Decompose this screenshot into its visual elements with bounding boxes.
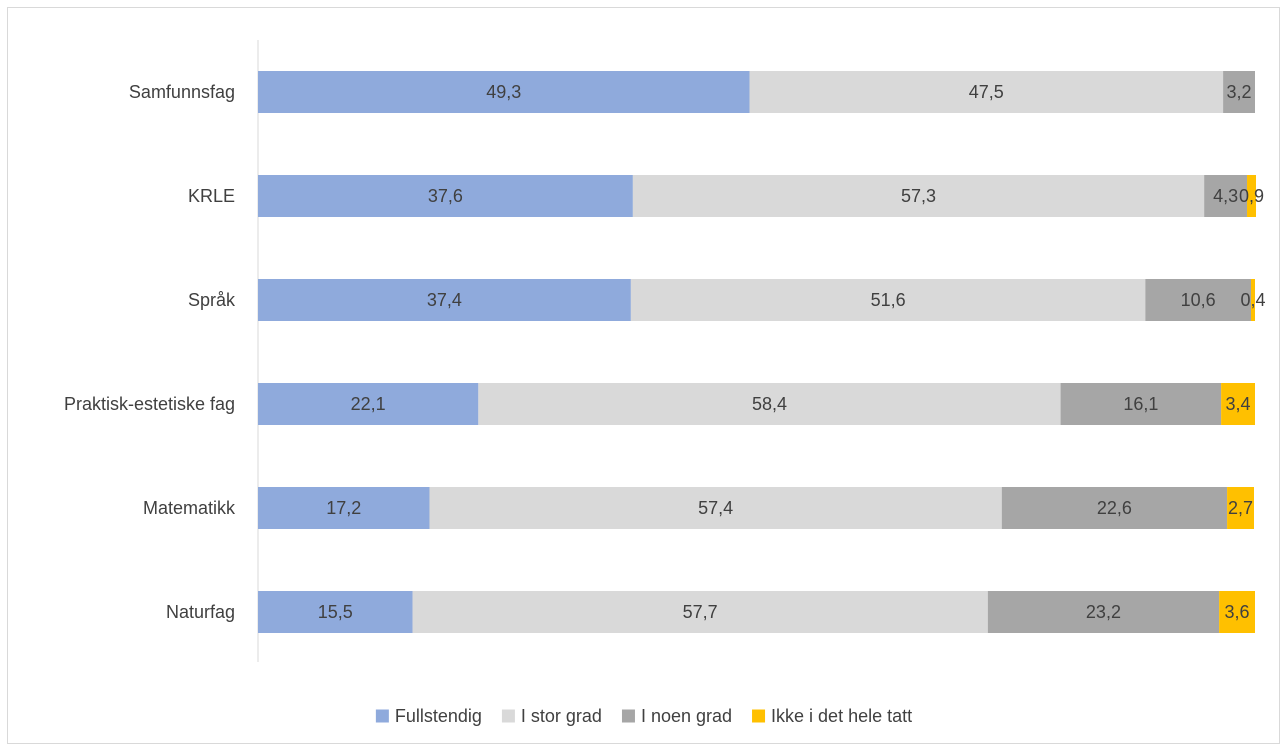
bar-sprak-ikke-i-det-hele-tatt (1251, 279, 1255, 321)
legend-swatch-i-noen-grad (621, 709, 635, 723)
data-label-samfunnsfag-i-noen-grad: 3,2 (1227, 82, 1252, 102)
bar-sprak-i-noen-grad (1145, 279, 1252, 321)
data-label-praktisk-estetiske-fag-fullstendig: 22,1 (351, 394, 386, 414)
data-label-naturfag-i-stor-grad: 57,7 (683, 602, 718, 622)
legend-label-ikke-i-det-hele-tatt: Ikke i det hele tatt (771, 706, 912, 726)
legend-swatch-ikke-i-det-hele-tatt (752, 709, 766, 723)
bar-naturfag-i-noen-grad (987, 591, 1220, 633)
data-label-naturfag-ikke-i-det-hele-tatt: 3,6 (1225, 602, 1250, 622)
data-label-krle-i-noen-grad: 4,3 (1213, 186, 1238, 206)
data-label-sprak-i-noen-grad: 10,6 (1181, 290, 1216, 310)
legend-label-fullstendig: Fullstendig (395, 706, 482, 726)
data-label-samfunnsfag-i-stor-grad: 47,5 (969, 82, 1004, 102)
data-label-naturfag-fullstendig: 15,5 (318, 602, 353, 622)
data-label-matematikk-ikke-i-det-hele-tatt: 2,7 (1228, 498, 1253, 518)
bar-samfunnsfag-fullstendig (258, 71, 750, 113)
data-label-naturfag-i-noen-grad: 23,2 (1086, 602, 1121, 622)
bar-praktisk-estetiske-fag-ikke-i-det-hele-tatt (1221, 383, 1255, 425)
data-label-praktisk-estetiske-fag-ikke-i-det-hele-tatt: 3,4 (1226, 394, 1251, 414)
data-label-matematikk-i-noen-grad: 22,6 (1097, 498, 1132, 518)
legend-item-ikke-i-det-hele-tatt: Ikke i det hele tatt (752, 706, 912, 726)
bar-praktisk-estetiske-fag-i-stor-grad (478, 383, 1061, 425)
legend-swatch-fullstendig (375, 709, 389, 723)
data-label-krle-fullstendig: 37,6 (428, 186, 463, 206)
data-label-praktisk-estetiske-fag-i-noen-grad: 16,1 (1123, 394, 1158, 414)
legend-item-i-stor-grad: I stor grad (501, 706, 602, 726)
bar-sprak-i-stor-grad (630, 279, 1146, 321)
bar-matematikk-i-stor-grad (429, 487, 1002, 529)
bar-matematikk-i-noen-grad (1001, 487, 1228, 529)
category-label-krle: KRLE (188, 186, 235, 206)
category-label-samfunnsfag: Samfunnsfag (129, 82, 235, 102)
category-labels: Samfunnsfag KRLE Språk Praktisk-estetiske f… (64, 82, 236, 622)
data-label-matematikk-i-stor-grad: 57,4 (698, 498, 733, 518)
legend-item-i-noen-grad: I noen grad (621, 706, 732, 726)
data-label-matematikk-fullstendig: 17,2 (326, 498, 361, 518)
legend-item-fullstendig: Fullstendig (375, 706, 482, 726)
data-label-krle-ikke-i-det-hele-tatt: 0,9 (1239, 186, 1264, 206)
category-label-naturfag: Naturfag (166, 602, 235, 622)
legend: Fullstendig I stor grad I noen grad Ikke i … (375, 706, 912, 726)
bar-praktisk-estetiske-fag-i-noen-grad (1060, 383, 1222, 425)
category-label-sprak: Språk (188, 290, 236, 310)
bar-matematikk-fullstendig (258, 487, 430, 529)
bar-samfunnsfag-i-noen-grad (1223, 71, 1255, 113)
bar-krle-fullstendig (258, 175, 633, 217)
bar-samfunnsfag-i-stor-grad (749, 71, 1224, 113)
legend-label-i-noen-grad: I noen grad (641, 706, 732, 726)
data-label-sprak-ikke-i-det-hele-tatt: 0,4 (1240, 290, 1265, 310)
category-label-matematikk: Matematikk (143, 498, 236, 518)
data-label-praktisk-estetiske-fag-i-stor-grad: 58,4 (752, 394, 787, 414)
data-label-sprak-i-stor-grad: 51,6 (871, 290, 906, 310)
bar-krle-i-noen-grad (1204, 175, 1248, 217)
bar-naturfag-ikke-i-det-hele-tatt (1219, 591, 1255, 633)
legend-swatch-i-stor-grad (501, 709, 515, 723)
bar-sprak-fullstendig (258, 279, 631, 321)
bar-praktisk-estetiske-fag-fullstendig (258, 383, 479, 425)
bar-matematikk-ikke-i-det-hele-tatt (1227, 487, 1255, 529)
bar-krle-ikke-i-det-hele-tatt (1247, 175, 1256, 217)
bar-naturfag-i-stor-grad (412, 591, 988, 633)
data-label-sprak-fullstendig: 37,4 (427, 290, 462, 310)
bar-krle-i-stor-grad (632, 175, 1205, 217)
data-label-krle-i-stor-grad: 57,3 (901, 186, 936, 206)
category-label-praktisk-estetiske-fag: Praktisk-estetiske fag (64, 394, 235, 414)
bar-naturfag-fullstendig (258, 591, 413, 633)
legend-label-i-stor-grad: I stor grad (521, 706, 602, 726)
data-label-samfunnsfag-fullstendig: 49,3 (486, 82, 521, 102)
bars-layer: 49,3 47,5 3,2 37,6 57,3 4,3 0,9 37,4 51,6 10,6 0,4… (258, 71, 1266, 633)
